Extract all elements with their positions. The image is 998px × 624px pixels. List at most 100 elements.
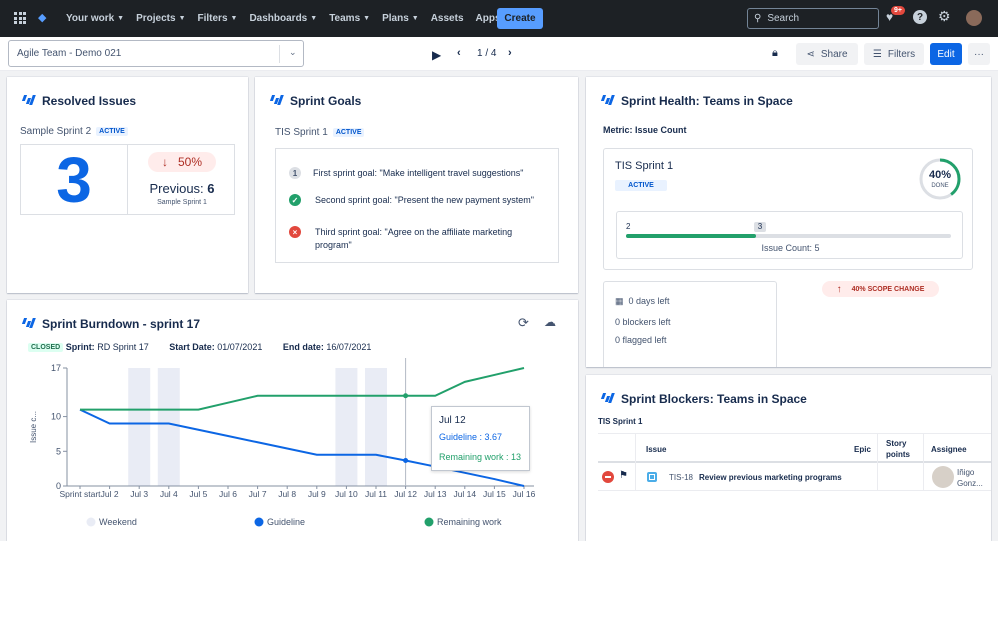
chevron-down-icon[interactable]: ⌄ (289, 47, 297, 57)
issue-progress-fill (626, 234, 756, 238)
header-divider (923, 434, 924, 464)
settings-gear-icon[interactable]: ⚙ (938, 8, 951, 24)
previous-page-icon[interactable]: ‹ (457, 47, 461, 59)
sprint-gadget-icon (600, 392, 615, 404)
scope-change-text: 40% SCOPE CHANGE (851, 285, 925, 293)
done-label: DONE (931, 183, 949, 189)
app-switcher-icon[interactable] (14, 12, 26, 24)
sprint-name-text: TIS Sprint 1 (598, 417, 643, 426)
sprint-label: Sprint: (65, 342, 95, 352)
col-header-story-points[interactable]: Story points (886, 439, 910, 459)
row-divider (923, 463, 924, 491)
profile-avatar[interactable] (966, 10, 982, 26)
chevron-down-icon: ▼ (363, 15, 371, 22)
issue-key[interactable]: TIS-18 (669, 473, 694, 482)
card-title: Sprint Burndown - sprint 17 (42, 317, 200, 331)
legend-label: Remaining work (437, 517, 502, 527)
chevron-down-icon: ▼ (310, 15, 318, 22)
x-tick-label: Jul 9 (308, 489, 326, 499)
create-button[interactable]: Create (497, 8, 543, 29)
goals-list: 1 First sprint goal: "Make intelligent tr… (275, 148, 559, 263)
refresh-icon[interactable]: ⟳ (518, 315, 529, 330)
sprint-name: TIS Sprint 1 ACTIVE (275, 127, 365, 138)
check-circle-icon: ✓ (289, 194, 301, 206)
sprint-gadget-icon (269, 94, 284, 106)
chevron-down-icon: ▼ (230, 15, 238, 22)
nav-your-work[interactable]: Your work ▼ (66, 13, 124, 24)
start-value: 01/07/2021 (217, 342, 263, 352)
issue-summary[interactable]: Review previous marketing programs (699, 473, 842, 482)
jira-logo-icon[interactable]: ◆ (38, 12, 47, 24)
more-options-button[interactable]: ··· (968, 43, 990, 65)
nav-filters[interactable]: Filters ▼ (198, 13, 238, 24)
nav-items: Your work ▼ Projects ▼ Filters ▼ Dashboards ▼ Te… (66, 0, 522, 37)
tooltip-date: Jul 12 (439, 415, 466, 426)
edit-button[interactable]: Edit (930, 43, 962, 65)
nav-label: Your work (66, 13, 115, 24)
nav-dashboards[interactable]: Dashboards ▼ (249, 13, 317, 24)
help-icon[interactable]: ? (913, 10, 927, 24)
sprint-gadget-icon (600, 94, 615, 106)
x-tick-label: Jul 11 (365, 489, 387, 499)
nav-teams[interactable]: Teams ▼ (329, 13, 370, 24)
notifications-icon[interactable]: ♥ (886, 10, 894, 24)
play-icon[interactable]: ▶ (432, 48, 442, 62)
previous-line: Previous: 6 (128, 181, 236, 196)
share-label: Share (820, 48, 848, 60)
previous-sprint: Sample Sprint 1 (157, 199, 207, 206)
page-indicator: 1 / 4 (477, 48, 497, 59)
dashboard-name: Agile Team - Demo 021 (17, 48, 122, 59)
scope-change-badge: ↑ 40% SCOPE CHANGE (822, 281, 939, 297)
next-page-icon[interactable]: › (508, 47, 512, 59)
nav-plans[interactable]: Plans ▼ (382, 13, 419, 24)
x-tick-label: Jul 10 (335, 489, 358, 499)
end-label: End date: (282, 342, 324, 352)
days-left: 0 days left (628, 296, 670, 306)
filters-label: Filters (887, 48, 916, 60)
flag-icon: ⚑ (619, 470, 628, 481)
nav-assets[interactable]: Assets (431, 13, 464, 24)
weekend-band (157, 368, 180, 486)
nav-projects[interactable]: Projects ▼ (136, 13, 185, 24)
col-header-epic[interactable]: Epic (854, 445, 871, 454)
x-tick-label: Sprint start (59, 489, 101, 499)
selector-divider (279, 45, 280, 63)
card-title: Resolved Issues (42, 94, 137, 108)
notification-badge: 9+ (891, 6, 905, 15)
assignee-avatar (932, 466, 954, 488)
chart-tooltip: Jul 12 Guideline : 3.67 Remaining work :… (431, 406, 530, 471)
download-icon[interactable]: ☁ (544, 315, 556, 329)
issue-count: Issue Count: 5 (761, 243, 820, 253)
table-header: Issue Epic Story points Assignee (598, 433, 991, 464)
row-divider (635, 463, 636, 491)
card-title: Sprint Blockers: Teams in Space (621, 392, 807, 406)
nav-label: Projects (136, 13, 176, 24)
change-badge: ↓ 50% (148, 152, 216, 172)
card-title: Sprint Health: Teams in Space (621, 94, 793, 108)
issue-progress-track (626, 234, 951, 238)
sprint-stats-box: ▦ 0 days left 0 blockers left 0 flagged l… (603, 281, 777, 367)
filters-button[interactable]: ☰ Filters (864, 43, 924, 65)
table-row[interactable]: ⚑ TIS-18 Review previous marketing progr… (598, 463, 991, 491)
x-tick-label: Jul 16 (513, 489, 536, 499)
health-box: TIS Sprint 1 ACTIVE 40% DONE 2 3 Issue C… (603, 148, 973, 270)
sprint-health-card: Sprint Health: Teams in Space Metric: Is… (586, 77, 991, 367)
search-icon: ⚲ (754, 13, 762, 24)
metric-label: Metric: Issue Count (603, 125, 687, 135)
col-header-assignee[interactable]: Assignee (931, 445, 967, 454)
sprint-name: Sample Sprint 2 ACTIVE (20, 126, 128, 137)
search-input[interactable]: ⚲ Search (747, 8, 879, 29)
blocked-icon (602, 471, 614, 483)
lock-icon[interactable]: 🔒︎ (772, 47, 778, 59)
share-button[interactable]: ⋖ Share (796, 43, 858, 65)
legend-marker (254, 517, 264, 527)
dashboard-selector[interactable]: Agile Team - Demo 021 ⌄ (8, 40, 304, 67)
x-tick-label: Jul 5 (189, 489, 207, 499)
col-header-issue[interactable]: Issue (646, 445, 667, 454)
y-tick-label: 10 (51, 412, 61, 422)
header-divider (635, 434, 636, 464)
weekend-band (365, 368, 387, 486)
issue-progress-box: 2 3 Issue Count: 5 (616, 211, 963, 259)
arrow-up-icon: ↑ (836, 283, 842, 295)
x-tick-label: Jul 12 (394, 489, 417, 499)
